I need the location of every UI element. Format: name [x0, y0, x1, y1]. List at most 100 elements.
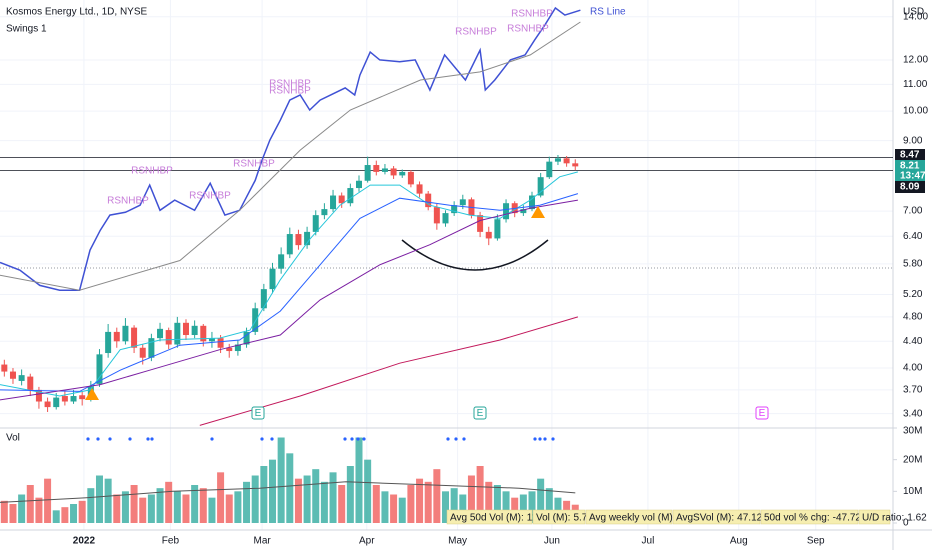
volume-bar [113, 494, 121, 523]
stat-box [858, 509, 891, 525]
stat-box [672, 509, 761, 525]
candle-body [503, 203, 510, 220]
y-tick-label: 4.00 [903, 363, 923, 374]
y-tick-label: 3.40 [903, 408, 923, 419]
stat-label: 50d vol % chg: [764, 512, 830, 523]
volume-label: Vol [6, 433, 20, 444]
line-series [0, 171, 579, 397]
swing-dot [146, 437, 150, 441]
volume-bar [78, 500, 86, 523]
x-tick-label: Jul [642, 536, 655, 547]
y-tick-label: 7.00 [903, 206, 923, 217]
swing-dot [128, 437, 132, 441]
volume-bar [95, 475, 103, 523]
volume-bar [545, 488, 553, 523]
candle-body [165, 330, 172, 345]
volume-bar [9, 504, 17, 523]
volume-bar [320, 481, 328, 523]
volume-bar [234, 491, 242, 523]
stat-label: Avg 50d Vol (M): [450, 512, 524, 523]
volume-bar [329, 472, 337, 523]
stat-label: Vol (M): [536, 512, 570, 523]
volume-bar [528, 491, 536, 523]
candle-body [139, 347, 146, 358]
swing-dot [210, 437, 214, 441]
candle-body [243, 331, 250, 345]
last-price-label: 8.21 [900, 161, 920, 172]
line-series [199, 316, 579, 426]
volume-bar [372, 485, 380, 523]
swing-dot [356, 437, 360, 441]
y2-tick-label: 20M [903, 454, 922, 465]
stat-box [532, 509, 586, 525]
volume-bar [18, 494, 26, 523]
volume-bar [286, 453, 294, 523]
candle-body [122, 325, 129, 342]
countdown-label-box [895, 170, 925, 182]
candle-body [53, 397, 60, 408]
earnings-label: E [255, 408, 262, 419]
swing-marker [531, 206, 545, 218]
volume-bar [243, 481, 251, 523]
annotation: RSNHBP [131, 166, 173, 177]
candle-body [70, 396, 77, 402]
swing-dot [462, 437, 466, 441]
volume-bar [493, 485, 501, 523]
line-series [0, 21, 581, 291]
candle-body [260, 289, 267, 309]
x-tick-label: Feb [162, 536, 180, 547]
currency: USD [903, 7, 924, 18]
swing-marker [85, 388, 99, 400]
candle-body [234, 344, 241, 352]
y2-tick-label: 0 [903, 518, 909, 529]
volume-bar [442, 491, 449, 523]
y-tick-label: 5.20 [903, 289, 923, 300]
candle-body [407, 171, 414, 185]
candle-body [174, 322, 181, 345]
countdown-label: 13:47 [900, 171, 926, 182]
candle-body [373, 165, 380, 172]
volume-bar [407, 485, 415, 523]
swing-dot [543, 437, 547, 441]
volume-bar [346, 466, 354, 523]
line-series [0, 193, 579, 392]
stat-label: Avg weekly vol (M): [589, 512, 676, 523]
x-tick-label: May [448, 536, 467, 547]
volume-bar [268, 459, 276, 523]
candle-body [425, 193, 432, 208]
candle-body [96, 354, 103, 384]
volume-bar [191, 485, 199, 523]
volume-bar [467, 475, 475, 523]
volume-bar [390, 494, 398, 523]
candle-body [278, 254, 285, 269]
volume-bar [502, 491, 510, 523]
candle-body [572, 163, 579, 167]
candle-body [529, 195, 536, 210]
volume-bar [459, 494, 467, 523]
candle-body [399, 171, 406, 176]
price-line-label-box [895, 181, 925, 193]
y-tick-label: 4.80 [903, 312, 923, 323]
stat-box [760, 509, 859, 525]
volume-bar [87, 488, 95, 523]
swing-dot [446, 437, 450, 441]
y-tick-label: 5.80 [903, 258, 923, 269]
candle-body [295, 234, 302, 246]
y2-tick-label: 30M [903, 426, 922, 437]
swing-dot [551, 437, 555, 441]
candle-body [44, 401, 51, 408]
volume-bar [217, 472, 225, 523]
x-tick-label: Mar [253, 536, 271, 547]
swing-dot [343, 437, 347, 441]
candle-body [1, 364, 8, 372]
volume-bar [156, 488, 164, 523]
candle-body [148, 338, 155, 358]
y-tick-label: 10.00 [903, 106, 928, 117]
earnings-box [755, 406, 769, 420]
candle-body [312, 215, 319, 232]
volume-bar [121, 491, 129, 523]
swing-dot [362, 437, 366, 441]
candle-body [321, 209, 328, 216]
swing-dot [108, 437, 112, 441]
